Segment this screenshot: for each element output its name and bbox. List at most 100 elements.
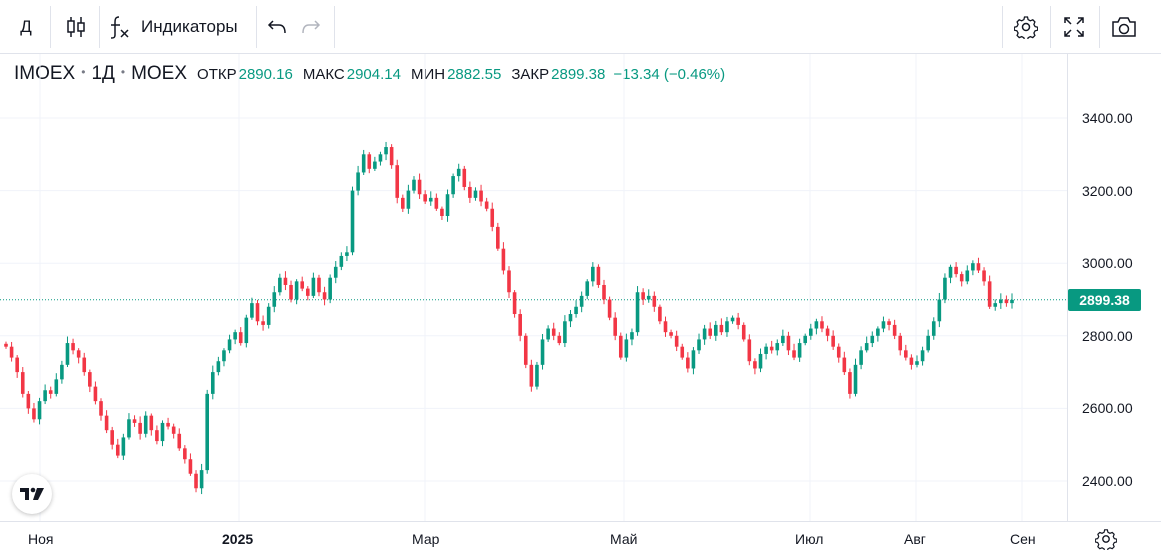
candle — [909, 354, 914, 370]
fullscreen-button[interactable] — [1056, 6, 1092, 48]
candle — [585, 279, 590, 300]
candle — [904, 344, 908, 361]
candle — [37, 397, 42, 425]
candle — [317, 274, 321, 297]
candle — [233, 329, 237, 345]
candle — [507, 266, 511, 299]
indicators-button[interactable]: Индикаторы — [106, 6, 251, 48]
candle — [188, 453, 193, 476]
candle — [82, 352, 87, 376]
candle — [831, 330, 835, 350]
candle — [646, 289, 651, 303]
candle — [300, 276, 305, 292]
candle — [976, 257, 981, 274]
candle — [1010, 293, 1014, 309]
candle — [121, 433, 126, 460]
tradingview-logo[interactable] — [12, 474, 52, 514]
candle — [496, 222, 500, 251]
candle — [613, 312, 617, 341]
candle — [199, 463, 204, 495]
candle — [428, 191, 433, 206]
candle — [551, 322, 556, 341]
price-axis-border — [1067, 54, 1068, 521]
candle — [32, 402, 36, 423]
candle — [691, 347, 696, 375]
candle — [663, 316, 668, 337]
candle — [501, 242, 506, 275]
candle — [289, 280, 293, 303]
candle — [512, 290, 517, 318]
redo-button[interactable] — [296, 6, 326, 48]
chart-type-button[interactable] — [58, 6, 94, 48]
candle — [143, 411, 148, 438]
candle — [389, 144, 394, 169]
candle — [943, 273, 947, 304]
interval-value: 1Д — [91, 63, 115, 84]
candle — [484, 197, 489, 212]
toolbar-divider — [334, 6, 335, 48]
settings-button[interactable] — [1008, 6, 1044, 48]
candle — [9, 341, 14, 362]
time-tick-label: Ноя — [28, 531, 54, 547]
candle — [540, 333, 545, 370]
candle — [769, 340, 774, 354]
low-label: МИН — [410, 66, 446, 83]
candle — [283, 271, 288, 291]
candle — [138, 416, 142, 440]
gear-icon — [1014, 16, 1038, 39]
open-label: ОТКР — [197, 66, 237, 83]
candles-icon — [67, 17, 85, 37]
candle — [306, 286, 310, 301]
axis-settings-button[interactable] — [1094, 528, 1118, 552]
candle — [870, 331, 875, 348]
candle — [183, 445, 187, 464]
candle — [965, 265, 970, 285]
high-label: МАКС — [302, 66, 345, 83]
candle — [792, 343, 796, 361]
candle — [272, 286, 277, 313]
time-tick-label: 2025 — [222, 531, 254, 547]
candlestick-chart[interactable] — [0, 54, 1067, 521]
candle — [473, 187, 478, 201]
candle — [93, 381, 98, 405]
candle — [322, 286, 327, 306]
candle — [395, 159, 400, 204]
candle — [104, 410, 109, 434]
candle — [434, 193, 439, 211]
candle — [440, 206, 444, 221]
candle — [26, 390, 31, 414]
candle — [278, 273, 282, 296]
candle — [456, 163, 461, 182]
candle — [194, 470, 198, 493]
candle — [15, 355, 19, 378]
candle — [937, 292, 942, 328]
candle — [523, 333, 528, 369]
candle — [115, 438, 120, 459]
candle — [702, 324, 707, 345]
candle — [624, 333, 629, 362]
indicators-label: Индикаторы — [141, 17, 238, 36]
candle — [65, 336, 70, 368]
price-tick-label: 2600.00 — [1082, 400, 1133, 417]
candle — [987, 275, 992, 309]
candle — [546, 325, 550, 342]
undo-button[interactable] — [262, 6, 292, 48]
candle — [948, 264, 953, 284]
gear-icon — [1094, 529, 1118, 552]
candle — [781, 329, 785, 346]
candle — [814, 318, 819, 335]
interval-button[interactable]: Д — [6, 6, 46, 48]
candle — [786, 331, 791, 356]
candle — [602, 279, 606, 305]
screenshot-button[interactable] — [1106, 6, 1142, 48]
separator-dot: • — [81, 65, 86, 79]
candle — [959, 271, 964, 287]
symbol-name[interactable]: IMOEX — [14, 63, 76, 84]
candle — [462, 165, 467, 191]
candle — [926, 329, 930, 353]
candle — [993, 299, 998, 311]
candle — [730, 315, 735, 324]
candle — [596, 264, 601, 288]
candle — [210, 365, 215, 400]
candle — [579, 291, 584, 313]
